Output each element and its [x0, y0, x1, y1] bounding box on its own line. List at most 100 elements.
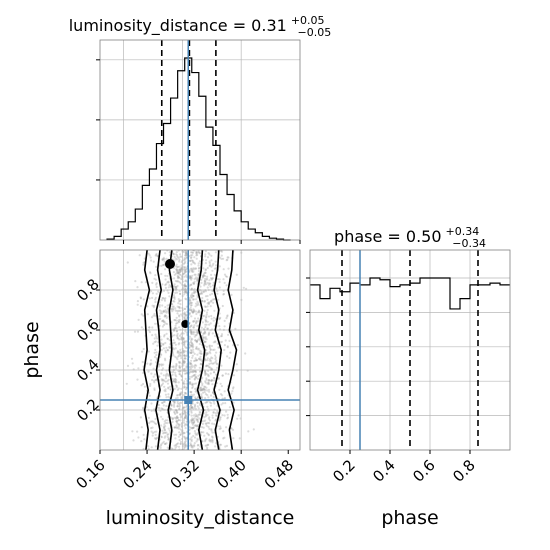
scatter-point — [189, 267, 192, 270]
scatter-point — [182, 359, 185, 362]
scatter-point — [191, 268, 194, 272]
scatter-point — [189, 370, 192, 373]
scatter-point — [178, 315, 181, 318]
scatter-point — [183, 313, 186, 316]
scatter-point — [206, 382, 209, 385]
scatter-point — [174, 279, 177, 283]
scatter-point — [193, 359, 196, 363]
scatter-point — [179, 299, 182, 302]
scatter-point — [208, 260, 211, 263]
scatter-point — [178, 365, 181, 368]
scatter-point — [206, 327, 209, 330]
scatter-point — [195, 375, 198, 378]
scatter-point — [204, 385, 207, 388]
scatter-point — [140, 281, 143, 284]
scatter-point — [174, 343, 177, 346]
scatter-point — [219, 427, 222, 430]
scatter-point — [190, 342, 193, 345]
scatter-point — [178, 276, 181, 280]
scatter-point — [204, 380, 207, 383]
scatter-point — [169, 388, 172, 391]
scatter-point — [153, 387, 156, 390]
scatter-point — [185, 366, 188, 369]
scatter-point — [202, 315, 205, 318]
scatter-point — [212, 281, 215, 284]
scatter-point — [207, 333, 210, 336]
scatter-point — [170, 403, 173, 406]
scatter-point — [147, 350, 150, 353]
scatter-point — [203, 309, 206, 312]
scatter-point — [182, 386, 185, 389]
scatter-point — [150, 362, 153, 365]
x-tick-label-3: 0.8 — [449, 456, 479, 486]
scatter-point — [209, 366, 212, 369]
scatter-point — [153, 379, 156, 382]
scatter-point — [193, 445, 196, 448]
scatter-point — [178, 269, 181, 272]
contour-level_outer-right — [227, 250, 238, 450]
scatter-point — [210, 367, 213, 370]
scatter-point — [196, 331, 199, 334]
scatter-point — [179, 366, 182, 369]
scatter-point — [178, 271, 181, 274]
scatter-point — [183, 406, 186, 409]
scatter-point — [201, 396, 204, 399]
scatter-point — [217, 377, 220, 380]
grid-luminosity-distance-histogram — [100, 40, 300, 240]
scatter-point — [204, 372, 207, 375]
scatter-point — [193, 366, 196, 369]
scatter-point — [209, 277, 213, 280]
scatter-point — [204, 381, 207, 384]
scatter-point — [210, 394, 213, 397]
scatter-point — [206, 302, 209, 305]
scatter-point — [175, 420, 178, 423]
scatter-point — [160, 407, 163, 410]
scatter-point — [153, 355, 157, 359]
scatter-point — [150, 290, 153, 293]
scatter-point — [164, 431, 167, 434]
scatter-point — [192, 311, 195, 314]
scatter-point — [189, 325, 192, 328]
scatter-point — [208, 422, 211, 425]
scatter-point — [219, 416, 222, 419]
scatter-point — [207, 388, 211, 391]
scatter-point — [183, 436, 187, 439]
scatter-point — [206, 308, 209, 312]
scatter-point — [142, 407, 145, 410]
scatter-point — [227, 373, 230, 376]
scatter-point — [150, 372, 153, 375]
title-phase-sub: −0.34 — [452, 237, 486, 250]
scatter-point — [212, 395, 215, 399]
scatter-point — [201, 387, 204, 390]
scatter-point — [223, 396, 227, 400]
scatter-point — [164, 442, 167, 446]
scatter-point — [151, 334, 154, 337]
scatter-point — [204, 337, 207, 340]
scatter-point — [210, 278, 213, 281]
scatter-point — [188, 382, 191, 385]
scatter-point — [194, 432, 197, 435]
scatter-point — [207, 433, 210, 436]
scatter-point — [171, 448, 174, 450]
scatter-point — [153, 373, 156, 376]
scatter-point — [175, 375, 178, 378]
scatter-point — [166, 304, 169, 307]
scatter-point — [167, 433, 170, 436]
scatter-point — [184, 437, 187, 441]
scatter-point — [223, 319, 226, 322]
scatter-point — [189, 277, 192, 280]
scatter-point — [164, 306, 167, 309]
scatter-point — [192, 261, 196, 264]
scatter-point — [206, 281, 209, 285]
scatter-point — [151, 326, 154, 329]
scatter-point — [173, 405, 176, 408]
scatter-point — [195, 250, 198, 253]
scatter-point — [214, 267, 217, 270]
scatter-point — [236, 417, 239, 420]
scatter-point — [189, 294, 192, 297]
scatter-point — [184, 258, 187, 261]
scatter-point — [210, 379, 213, 382]
scatter-point — [151, 426, 154, 429]
scatter-point — [178, 268, 181, 271]
scatter-point — [202, 420, 205, 423]
